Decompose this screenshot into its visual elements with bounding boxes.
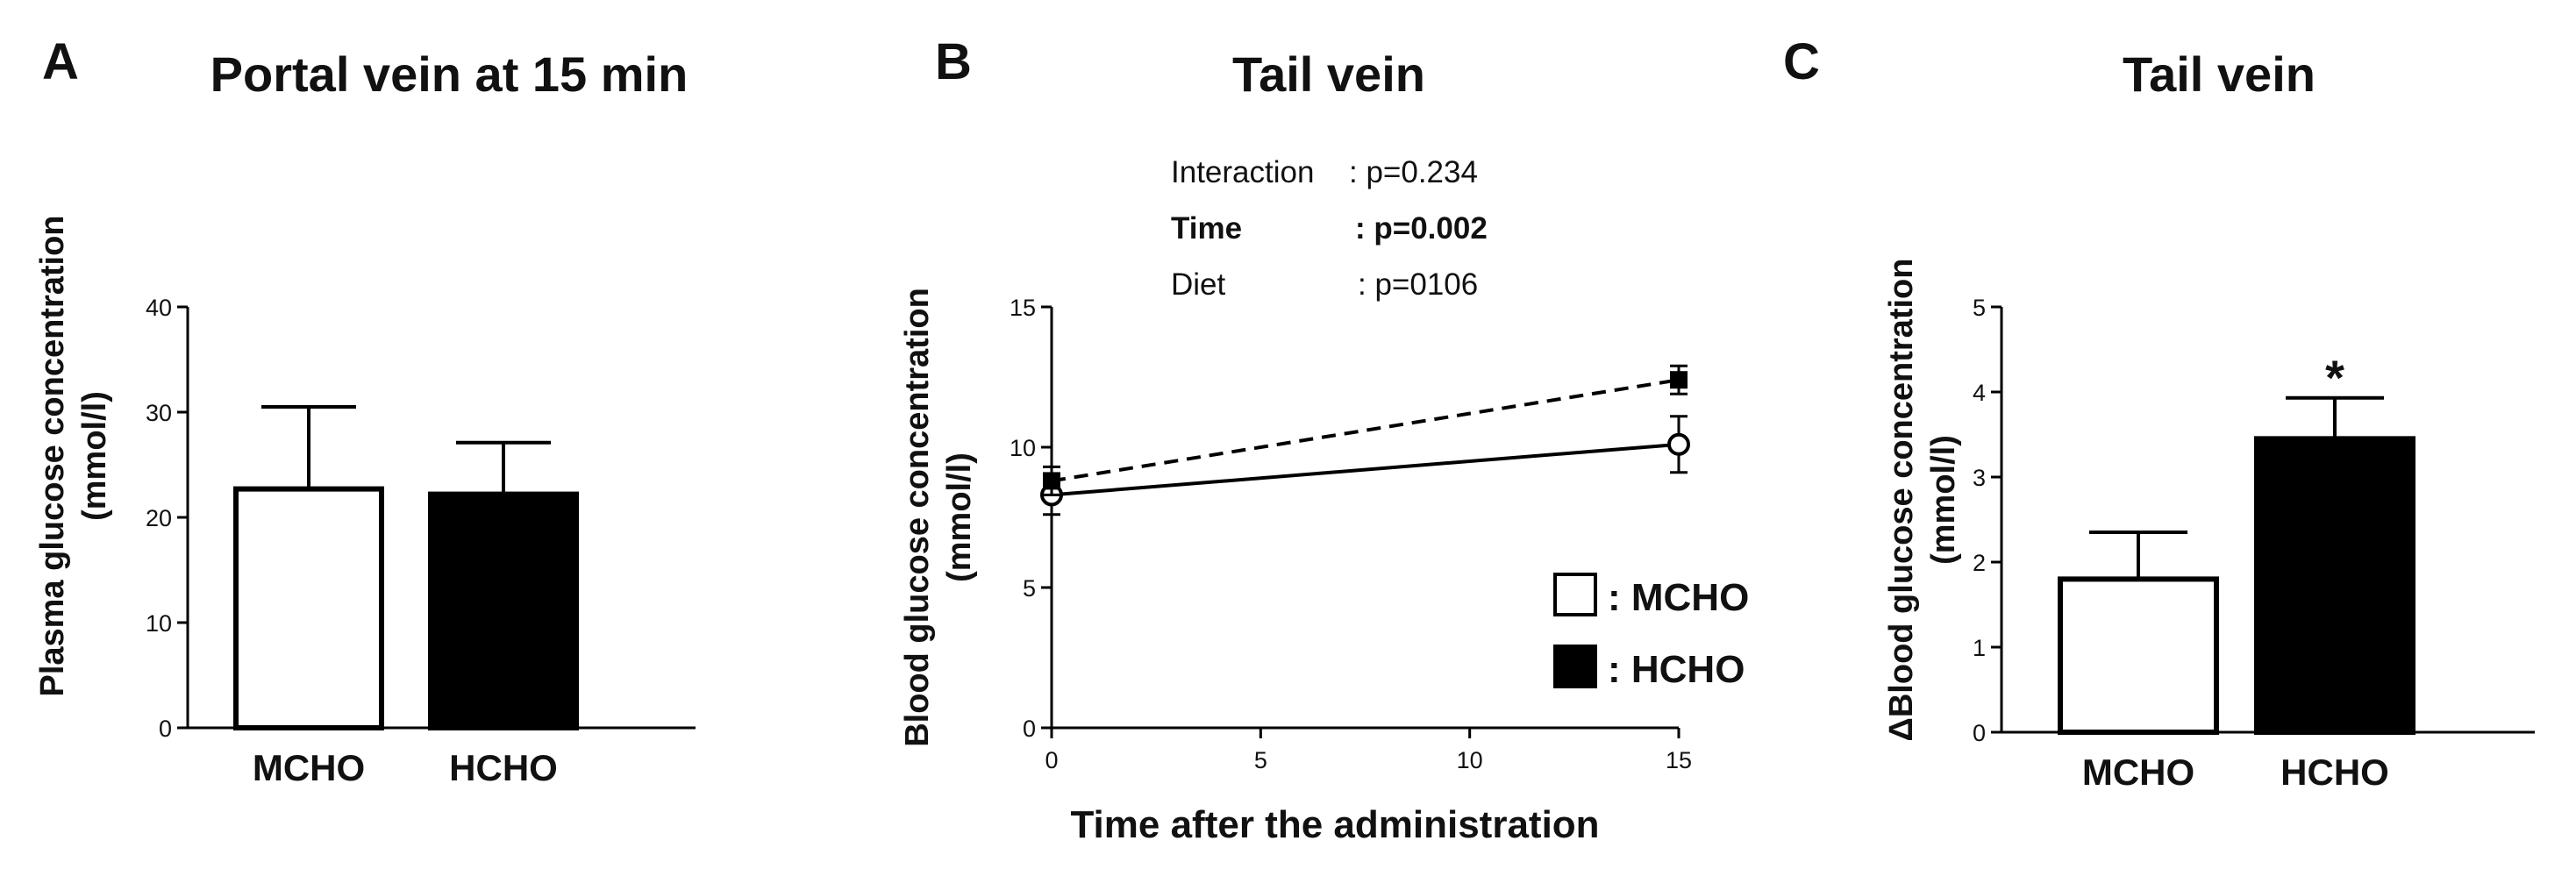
a-y-tick-label: 10 [146,610,172,637]
b-point-mcho [1667,432,1690,456]
panel-b-legend: : MCHO : HCHO [1553,573,1749,691]
panel-c: C Tail vein ΔBlood glucose concentration… [1783,33,2535,793]
panel-b-series [1040,364,1690,516]
panel-b: B Tail vein Interaction : p=0.234 Time :… [899,33,1749,846]
panel-c-title: Tail vein [2123,46,2316,102]
b-x-tick-label: 5 [1254,747,1267,773]
c-bar-mcho [2058,576,2219,736]
b-point-hcho [1043,472,1060,490]
c-category-label: MCHO [2082,751,2194,793]
legend-swatch-mcho [1553,573,1597,616]
b-y-tick-label: 0 [1023,716,1036,742]
panel-a-letter: A [42,33,79,90]
panel-a-ylabel-unit: (mmol/l) [76,391,113,521]
panel-b-axes: 0 5 10 15 0 5 10 15 [1010,295,1692,773]
stat-time-value: : p=0.002 [1355,211,1488,246]
panel-c-ylabel-unit: (mmol/l) [1925,435,1962,565]
a-y-tick-label: 40 [146,295,172,321]
a-y-tick-label: 0 [159,716,172,742]
c-y-tick-label: 0 [1973,720,1986,746]
b-point-hcho [1670,371,1688,389]
c-y-tick-label: 2 [1973,550,1986,576]
panel-c-letter: C [1783,33,1820,90]
b-series-line-mcho [1051,442,1680,497]
panel-b-ylabel: Blood glucose concentration [899,288,936,747]
b-x-tick-label: 10 [1457,747,1483,773]
panel-a-y-axis: 0 10 20 30 40 [146,295,696,742]
c-significance-marker: * [2325,350,2344,405]
panel-a: A Portal vein at 15 min Plasma glucose c… [34,33,696,788]
legend-label-hcho: : HCHO [1608,648,1745,691]
b-y-tick-label: 15 [1010,295,1036,321]
panel-b-xlabel: Time after the administration [1070,803,1599,846]
panel-a-categories: MCHO HCHO [253,747,558,788]
b-x-tick-label: 0 [1045,747,1058,773]
panel-c-y-axis: 0 1 2 3 4 5 [1973,295,2535,746]
panel-b-title: Tail vein [1232,46,1425,102]
a-y-tick-label: 30 [146,400,172,426]
stat-interaction-value: : p=0.234 [1349,155,1478,189]
a-y-tick-label: 20 [146,505,172,531]
stat-time-label: Time [1171,211,1242,246]
c-bar-hcho [2254,436,2415,735]
legend-swatch-hcho [1553,645,1597,688]
b-series-line-hcho [1051,378,1680,483]
panel-c-ylabel: ΔBlood glucose concentration [1883,259,1920,742]
stat-interaction-label: Interaction [1171,155,1314,189]
panel-a-ylabel: Plasma glucose concentration [34,215,71,696]
panel-c-categories: MCHO HCHO [2082,751,2389,793]
panel-a-title: Portal vein at 15 min [211,46,689,102]
a-category-label: HCHO [449,747,558,788]
a-bar-hcho [428,491,579,730]
c-category-label: HCHO [2280,751,2389,793]
c-y-tick-label: 1 [1973,635,1986,661]
stat-diet-label: Diet [1171,267,1226,302]
c-y-tick-label: 4 [1973,380,1986,406]
a-bar-mcho [233,486,384,730]
b-x-tick-label: 15 [1666,747,1692,773]
b-y-tick-label: 10 [1010,435,1036,461]
c-y-tick-label: 3 [1973,465,1986,491]
b-y-tick-label: 5 [1023,575,1036,602]
panel-b-letter: B [935,33,972,90]
stat-diet-value: : p=0106 [1358,267,1478,302]
panel-c-bars: * [2058,350,2415,736]
panel-a-bars [233,405,579,730]
legend-label-mcho: : MCHO [1608,576,1749,619]
panel-b-ylabel-unit: (mmol/l) [941,452,978,582]
c-y-tick-label: 5 [1973,295,1986,321]
a-category-label: MCHO [253,747,365,788]
